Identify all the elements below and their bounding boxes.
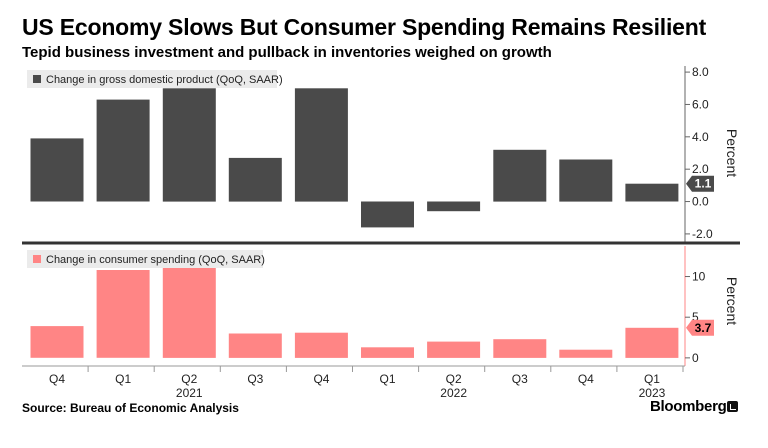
x-category-label: Q3 [512, 372, 528, 386]
brand-mark-icon [727, 401, 738, 412]
x-category-label: Q1 [380, 372, 396, 386]
spending-y-axis-label: Percent [724, 277, 740, 325]
gdp-bar [162, 88, 216, 202]
spending-y-tick-label: 5 [692, 310, 699, 324]
x-year-label: 2023 [639, 386, 666, 400]
gdp-legend-swatch [33, 75, 41, 83]
x-year-label: 2022 [440, 386, 467, 400]
x-category-label: Q2 [446, 372, 462, 386]
gdp-y-tick-label: 8.0 [692, 65, 709, 79]
gdp-bar [493, 149, 547, 202]
x-category-label: Q3 [247, 372, 263, 386]
x-category-label: Q4 [49, 372, 65, 386]
spending-bar [493, 339, 547, 358]
x-category-label: Q1 [644, 372, 660, 386]
x-category-label: Q1 [115, 372, 131, 386]
spending-bar [361, 347, 414, 358]
spending-bar [625, 327, 679, 358]
x-category-label: Q4 [578, 372, 594, 386]
gdp-y-tick-label: 4.0 [692, 130, 709, 144]
gdp-bar [228, 157, 282, 202]
chart-subtitle: Tepid business investment and pullback i… [22, 44, 552, 61]
x-category-label: Q4 [313, 372, 329, 386]
gdp-y-tick-label: 6.0 [692, 97, 709, 111]
spending-last-value-tag [686, 319, 714, 336]
x-category-label: Q2 [181, 372, 197, 386]
spending-legend-swatch [33, 255, 41, 263]
gdp-bar [30, 138, 84, 202]
source-note: Source: Bureau of Economic Analysis [22, 401, 239, 415]
gdp-bar [294, 88, 348, 202]
gdp-y-tick-label: -2.0 [692, 227, 713, 241]
gdp-legend-box [27, 70, 277, 88]
gdp-bar [427, 201, 481, 212]
spending-bar [96, 270, 150, 358]
x-year-label: 2021 [176, 386, 203, 400]
spending-bar [427, 341, 481, 358]
spending-legend-label: Change in consumer spending (QoQ, SAAR) [46, 254, 265, 266]
spending-bar [294, 332, 348, 358]
spending-legend-box [27, 250, 263, 268]
gdp-legend-label: Change in gross domestic product (QoQ, S… [46, 74, 283, 86]
brand-logo: Bloomberg [650, 398, 727, 415]
gdp-last-value-label: 1.1 [695, 177, 712, 191]
spending-y-tick-label: 10 [692, 270, 706, 284]
gdp-bar [625, 183, 679, 202]
chart-title: US Economy Slows But Consumer Spending R… [22, 14, 707, 40]
gdp-bar [96, 99, 150, 202]
spending-bar [30, 326, 84, 358]
gdp-y-tick-label: 0.0 [692, 195, 709, 209]
spending-bar [162, 260, 216, 358]
spending-bar [228, 333, 282, 358]
spending-y-tick-label: 0 [692, 351, 699, 365]
gdp-bar [559, 159, 613, 202]
gdp-y-tick-label: 2.0 [692, 162, 709, 176]
gdp-bar [361, 201, 414, 228]
spending-bar [559, 349, 613, 358]
gdp-y-axis-label: Percent [724, 129, 740, 177]
spending-last-value-label: 3.7 [695, 321, 712, 335]
gdp-last-value-tag [686, 175, 714, 192]
